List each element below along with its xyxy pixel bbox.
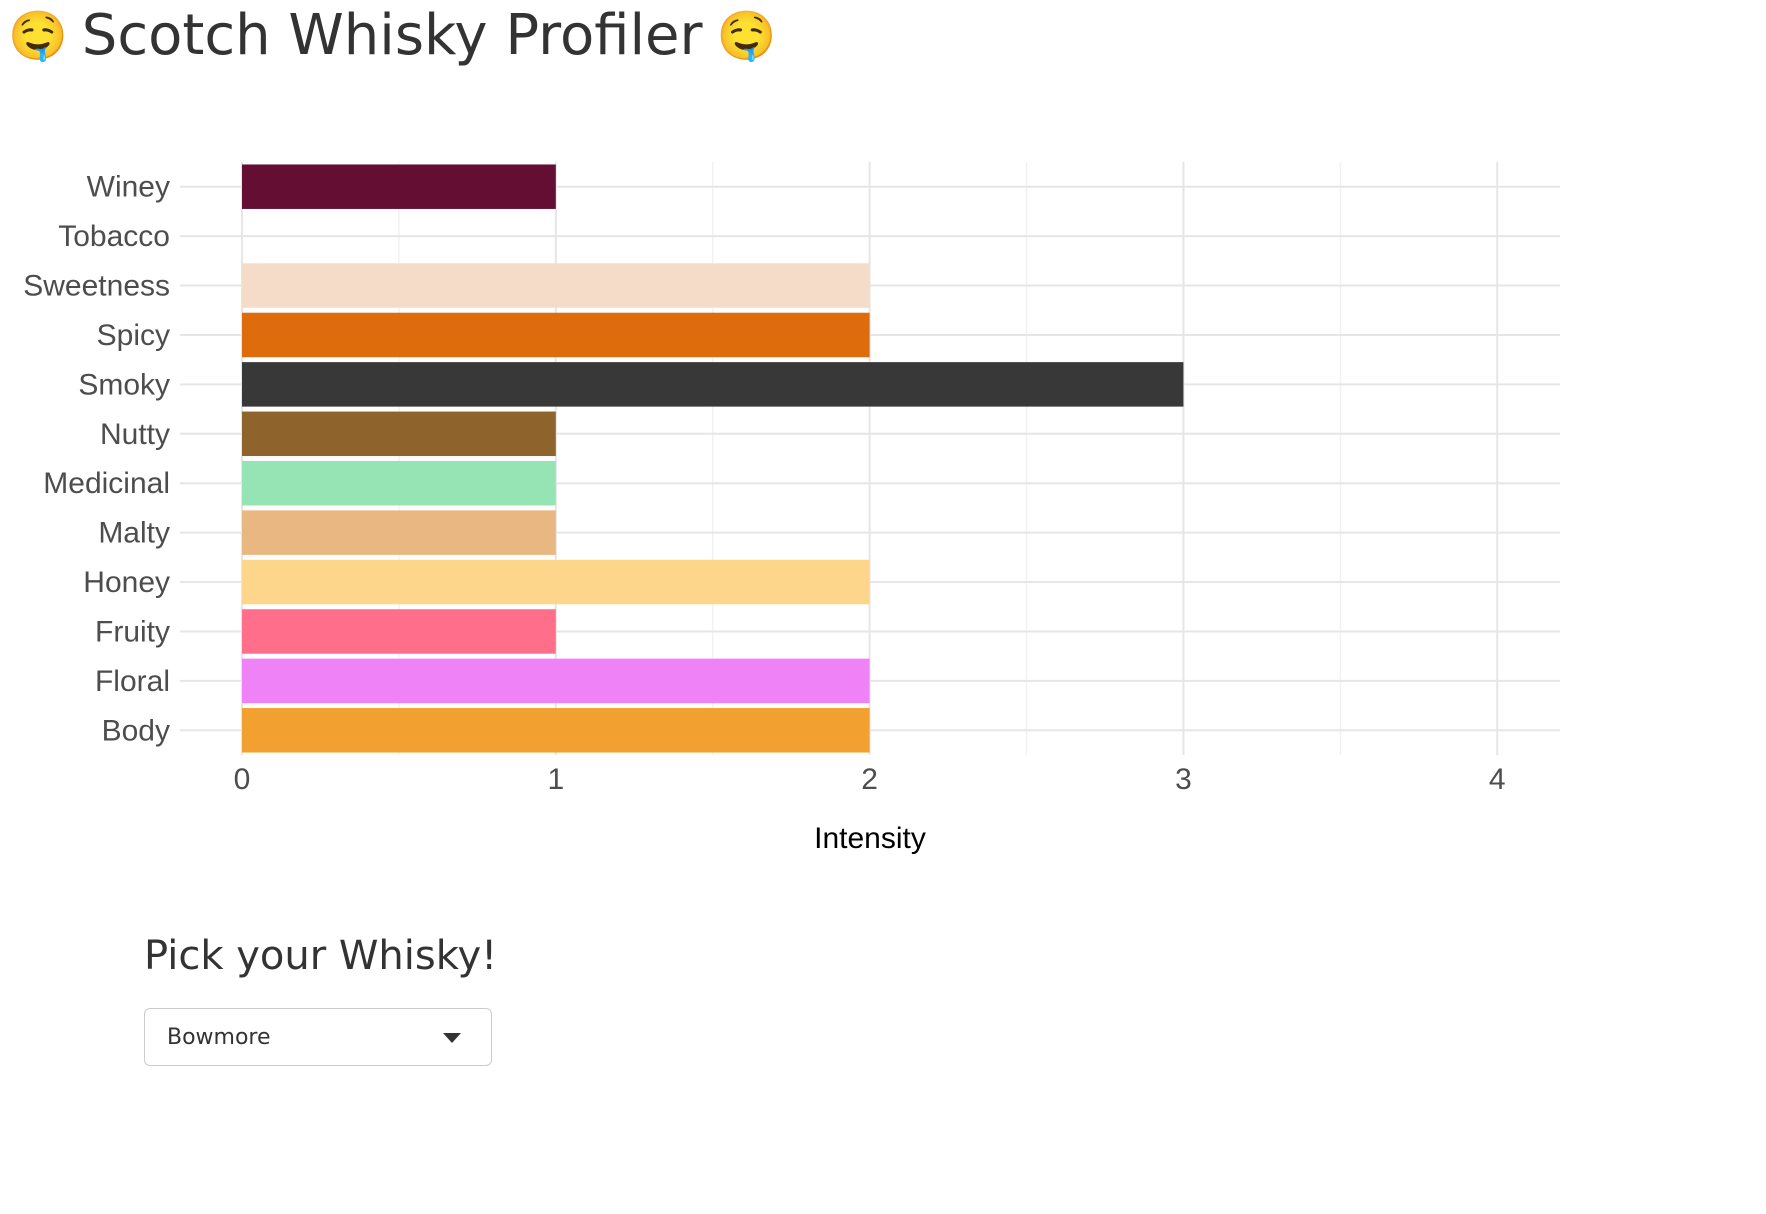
x-axis-labels: 0 1 2 3 4 <box>234 763 1506 796</box>
y-tick-label: Winey <box>87 171 170 204</box>
chevron-down-icon[interactable] <box>443 1033 461 1043</box>
bar-nutty <box>242 411 556 457</box>
drooling-face-icon: 🤤 <box>716 8 777 64</box>
whisky-select[interactable]: Bowmore <box>144 1008 492 1066</box>
y-tick-label: Sweetness <box>23 270 170 303</box>
bar-medicinal <box>242 460 556 506</box>
bar-spicy <box>242 312 870 358</box>
y-tick-label: Floral <box>95 665 170 698</box>
app-title: 🤤 Scotch Whisky Profiler 🤤 <box>8 4 776 68</box>
whisky-picker-label: Pick your Whisky! <box>144 933 498 979</box>
app-title-text: Scotch Whisky Profiler <box>81 3 703 68</box>
y-tick-label: Tobacco <box>58 220 170 253</box>
bar-smoky <box>242 362 1184 407</box>
x-tick-label: 3 <box>1175 763 1192 796</box>
x-tick-label: 0 <box>234 763 251 796</box>
flavour-bar-chart: Body Floral Fruity Honey Malty Medicinal Nutty… <box>23 162 1560 855</box>
y-tick-label: Body <box>102 714 170 747</box>
x-tick-label: 1 <box>547 763 564 796</box>
y-tick-label: Fruity <box>95 615 170 648</box>
y-tick-label: Malty <box>98 517 170 550</box>
y-tick-label: Honey <box>83 566 170 599</box>
bar-body <box>242 708 870 753</box>
chart-bars <box>242 164 1184 753</box>
bar-winey <box>242 164 556 209</box>
whisky-select-value: Bowmore <box>167 1024 271 1050</box>
y-axis-labels: Body Floral Fruity Honey Malty Medicinal Nutty… <box>23 171 170 748</box>
bar-honey <box>242 559 870 605</box>
bar-sweetness <box>242 263 870 308</box>
x-axis-title: Intensity <box>814 822 926 855</box>
y-tick-label: Spicy <box>97 319 170 352</box>
y-tick-label: Nutty <box>100 418 170 451</box>
bar-fruity <box>242 609 556 654</box>
x-tick-label: 2 <box>861 763 878 796</box>
drooling-face-icon: 🤤 <box>8 8 68 64</box>
y-tick-label: Medicinal <box>43 467 170 500</box>
bar-malty <box>242 510 556 555</box>
y-tick-label: Smoky <box>78 368 170 401</box>
bar-floral <box>242 658 870 704</box>
x-tick-label: 4 <box>1489 763 1506 796</box>
